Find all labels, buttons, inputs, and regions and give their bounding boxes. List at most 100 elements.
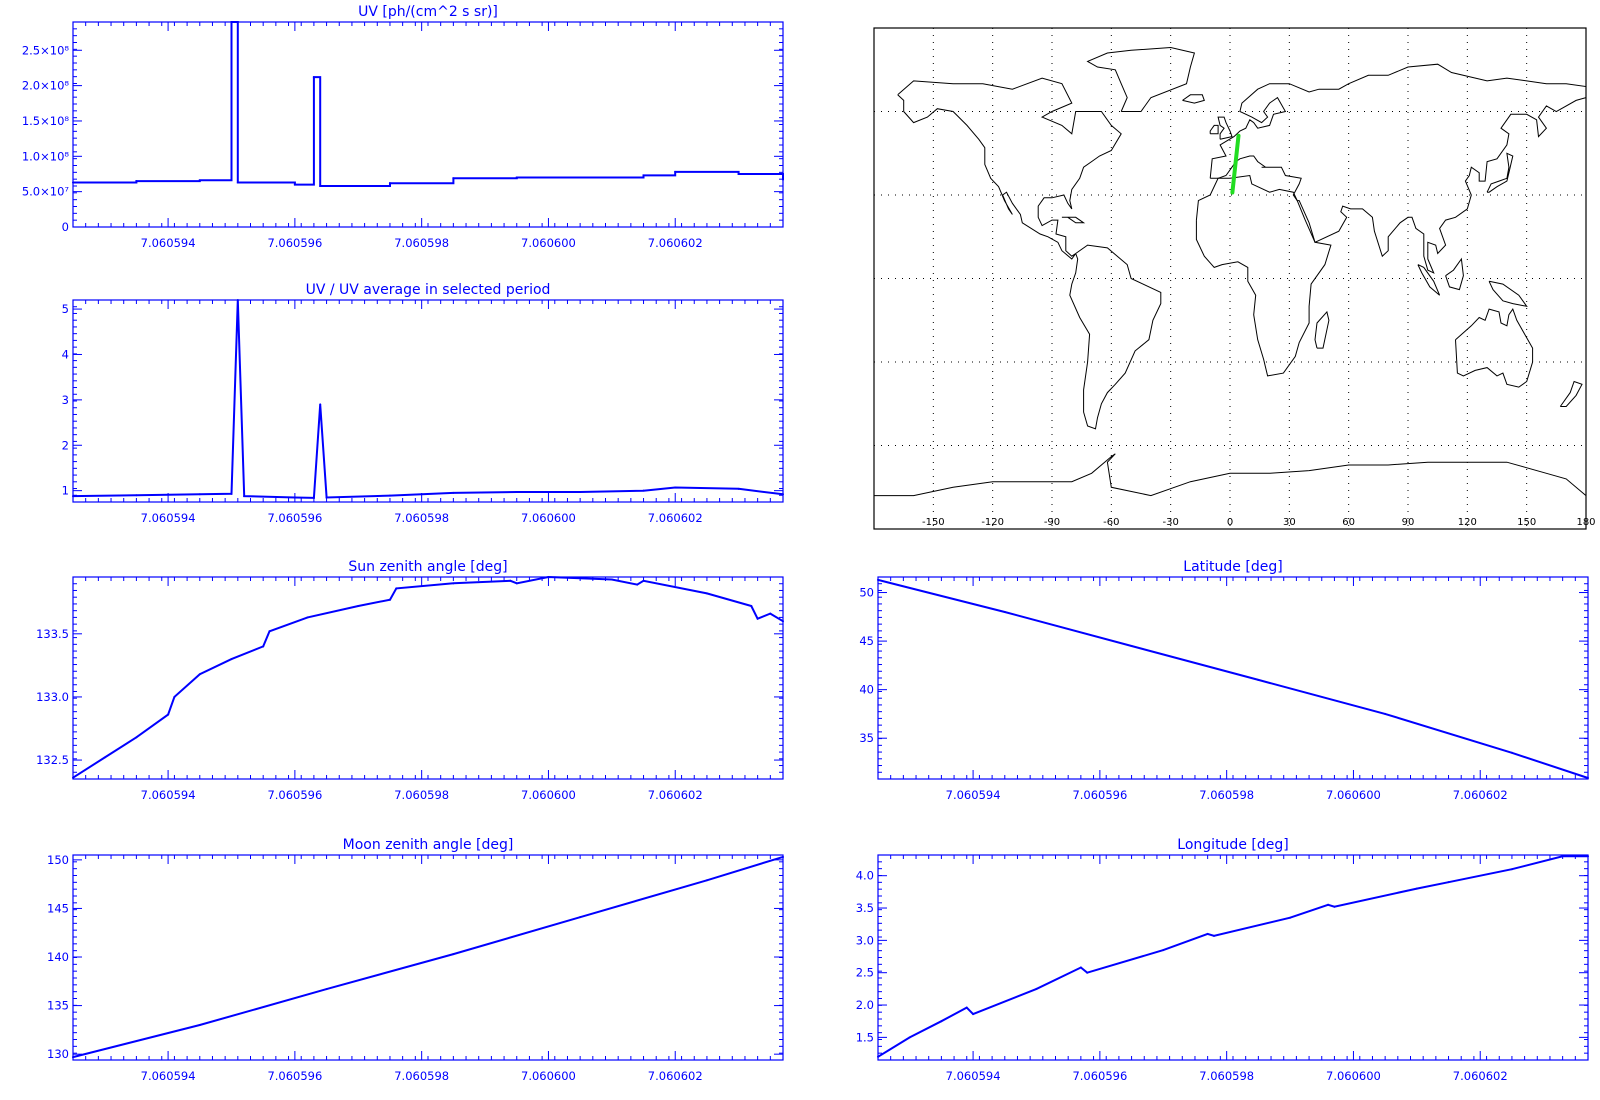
x-tick-label: 7.060600 — [521, 788, 576, 802]
data-point — [547, 576, 550, 578]
data-point — [1415, 887, 1418, 890]
x-tick-label: 7.060600 — [521, 236, 576, 250]
y-tick-label: 135 — [47, 999, 69, 1013]
data-point — [782, 493, 784, 496]
coastline-ireland — [1209, 124, 1219, 135]
data-point — [198, 1024, 201, 1027]
data-point — [782, 178, 784, 181]
data-point — [1086, 971, 1089, 974]
coastline-iceland — [1182, 94, 1205, 104]
y-tick-label: 2 — [62, 438, 69, 452]
coastline-australia — [1455, 308, 1534, 388]
coastline-new-guinea — [1488, 280, 1528, 308]
y-tick-label: 132.5 — [36, 753, 69, 767]
data-point — [1257, 678, 1260, 681]
data-point — [705, 879, 708, 882]
plot-frame — [72, 21, 784, 228]
data-point — [579, 176, 582, 179]
coastline-north-america — [897, 77, 1122, 260]
data-point — [325, 496, 328, 499]
x-tick-label: 7.060598 — [1199, 788, 1254, 802]
data-point — [1003, 610, 1006, 613]
data-point — [1333, 905, 1336, 908]
data-point — [1212, 934, 1215, 937]
coastline-south-america — [1069, 244, 1162, 430]
data-point — [965, 1006, 968, 1009]
series-line — [72, 299, 784, 499]
coastline-greenland — [1086, 46, 1196, 112]
data-point — [72, 776, 74, 779]
x-tick-label: 7.060602 — [1453, 1069, 1508, 1083]
data-point — [306, 616, 309, 619]
data-point — [877, 578, 879, 581]
longitude-tick-label: 90 — [1402, 517, 1415, 528]
data-point — [135, 736, 138, 739]
chart-title: Sun zenith angle [deg] — [348, 559, 507, 575]
data-point — [452, 953, 455, 956]
data-point — [769, 612, 772, 615]
longitude-tick-label: -150 — [922, 517, 945, 528]
x-tick-label: 7.060594 — [141, 511, 196, 525]
data-point — [674, 170, 677, 173]
chart-uv: UV [ph/(cm^2 s sr)] 7.060594 7.060596 7.060… — [22, 4, 784, 250]
y-tick-label: 2.5×10⁸ — [22, 43, 70, 57]
coastline-africa — [1195, 174, 1332, 377]
data-point — [1289, 916, 1292, 919]
data-point — [452, 582, 455, 585]
data-point — [610, 578, 613, 581]
longitude-tick-label: 0 — [1227, 517, 1233, 528]
data-point — [515, 582, 518, 585]
longitude-tick-label: -60 — [1103, 517, 1119, 528]
y-tick-label: 3 — [62, 393, 69, 407]
data-point — [319, 403, 322, 406]
y-tick-label: 133.5 — [36, 627, 69, 641]
x-tick-label: 7.060600 — [521, 1069, 576, 1083]
data-point — [72, 181, 74, 184]
x-tick-label: 7.060594 — [946, 1069, 1001, 1083]
data-point — [636, 583, 639, 586]
charts-layer: UV [ph/(cm^2 s sr)] 7.060594 7.060596 7.060… — [22, 4, 1589, 1083]
data-point — [1079, 966, 1082, 969]
series-line — [72, 855, 784, 1059]
y-tick-label: 2.0×10⁸ — [22, 79, 70, 93]
data-point — [1447, 881, 1450, 884]
data-point — [388, 598, 391, 601]
map-gridlines — [874, 28, 1586, 529]
satellite-track — [1230, 133, 1241, 195]
data-point — [262, 645, 265, 648]
data-point — [325, 988, 328, 991]
data-point — [135, 494, 138, 497]
chart-title: UV / UV average in selected period — [306, 282, 551, 298]
data-point — [72, 495, 74, 498]
data-point — [103, 756, 106, 759]
data-point — [1587, 777, 1589, 780]
chart-title: Longitude [deg] — [1177, 837, 1288, 853]
data-point — [782, 855, 784, 858]
data-point — [167, 713, 170, 716]
data-point — [230, 492, 233, 495]
coastline-new-zealand — [1559, 380, 1583, 407]
coastline-indonesia-sumatra — [1417, 264, 1441, 296]
data-point — [1035, 987, 1038, 990]
data-point — [972, 1013, 975, 1016]
y-tick-label: 1.0×10⁸ — [22, 149, 70, 163]
chart-title: Moon zenith angle [deg] — [343, 837, 514, 853]
y-tick-label: 35 — [859, 731, 874, 745]
data-point — [1587, 855, 1589, 858]
x-tick-label: 7.060596 — [267, 788, 322, 802]
series-line — [877, 855, 1588, 1058]
y-tick-label: 140 — [47, 950, 69, 964]
chart-uv-ratio: UV / UV average in selected period 7.0605… — [62, 282, 784, 525]
y-tick-label: 1.5×10⁸ — [22, 114, 70, 128]
data-point — [1162, 949, 1165, 952]
data-point — [579, 491, 582, 494]
chart-moon-zenith: Moon zenith angle [deg] 7.060594 7.060596 7… — [47, 837, 784, 1083]
y-tick-label: 5 — [62, 302, 69, 316]
y-tick-label: 150 — [47, 853, 69, 867]
coastline-indonesia-borneo — [1445, 257, 1464, 291]
data-point — [395, 587, 398, 590]
data-point — [72, 1056, 74, 1059]
coastline-eurasia — [1209, 63, 1587, 274]
x-tick-label: 7.060598 — [394, 511, 449, 525]
